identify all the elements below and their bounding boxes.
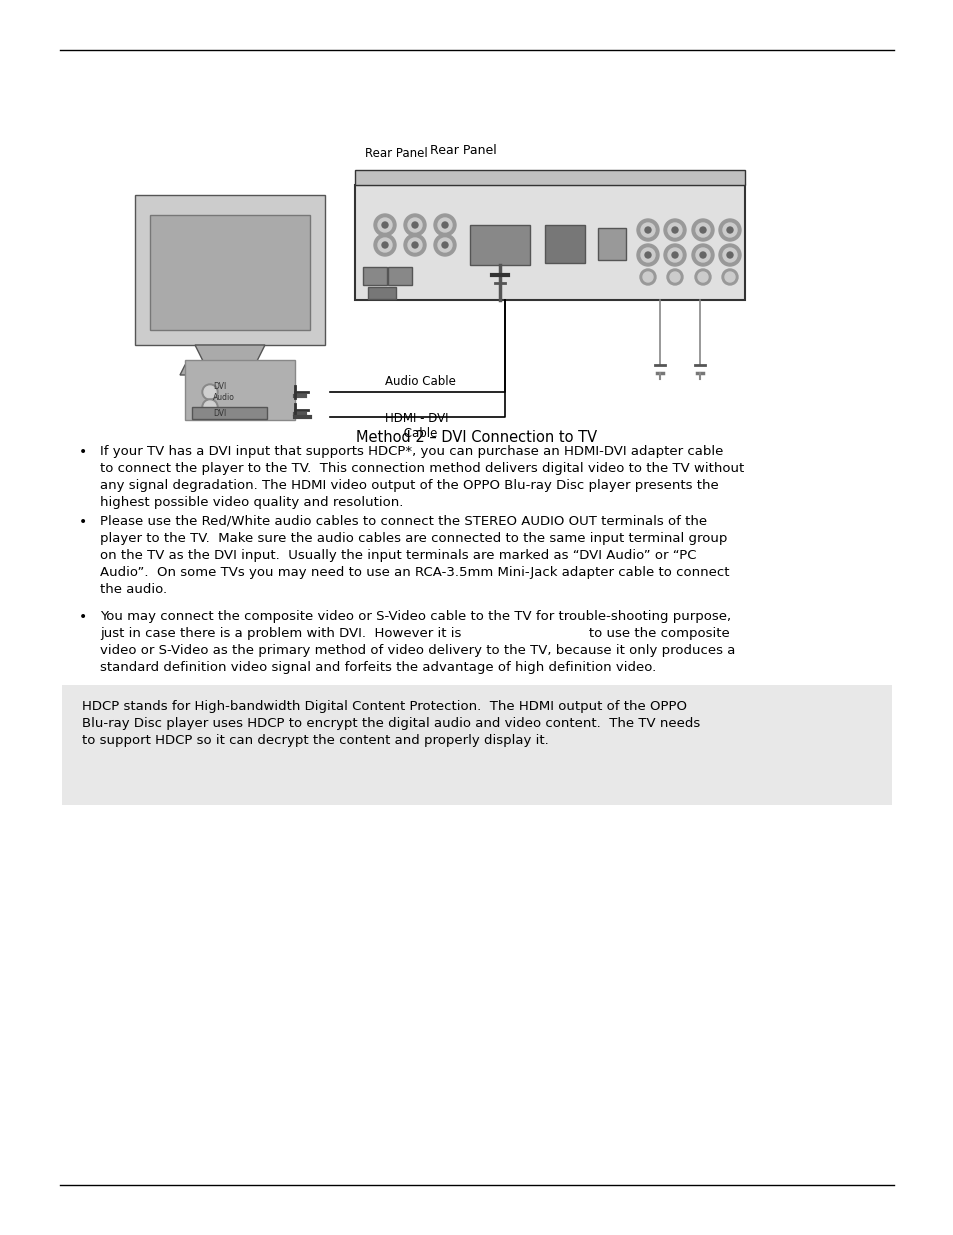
Polygon shape bbox=[194, 345, 265, 366]
Circle shape bbox=[691, 219, 713, 241]
Circle shape bbox=[671, 227, 678, 233]
Circle shape bbox=[669, 272, 679, 282]
Polygon shape bbox=[180, 366, 285, 375]
Circle shape bbox=[204, 401, 215, 412]
Circle shape bbox=[377, 238, 392, 252]
Circle shape bbox=[202, 384, 218, 400]
Circle shape bbox=[700, 252, 705, 258]
FancyBboxPatch shape bbox=[185, 359, 294, 420]
Circle shape bbox=[640, 248, 655, 262]
Circle shape bbox=[691, 245, 713, 266]
Circle shape bbox=[202, 399, 218, 415]
Circle shape bbox=[722, 224, 737, 237]
Circle shape bbox=[412, 222, 417, 228]
Circle shape bbox=[726, 252, 732, 258]
FancyBboxPatch shape bbox=[368, 287, 395, 299]
Text: Method 2 – DVI Connection to TV: Method 2 – DVI Connection to TV bbox=[356, 430, 597, 445]
Circle shape bbox=[374, 214, 395, 236]
Circle shape bbox=[663, 219, 685, 241]
Circle shape bbox=[724, 272, 734, 282]
Text: Please use the Red/White audio cables to connect the STEREO AUDIO OUT terminals : Please use the Red/White audio cables to… bbox=[100, 515, 729, 597]
FancyBboxPatch shape bbox=[363, 267, 387, 285]
FancyBboxPatch shape bbox=[62, 685, 891, 805]
Circle shape bbox=[441, 222, 448, 228]
Circle shape bbox=[667, 248, 681, 262]
Text: HDMI - DVI
     Cable: HDMI - DVI Cable bbox=[385, 412, 448, 440]
Circle shape bbox=[721, 269, 738, 285]
FancyBboxPatch shape bbox=[192, 408, 267, 419]
Circle shape bbox=[671, 252, 678, 258]
Circle shape bbox=[377, 219, 392, 232]
Circle shape bbox=[637, 219, 659, 241]
FancyBboxPatch shape bbox=[135, 195, 325, 345]
Text: DVI: DVI bbox=[213, 410, 226, 419]
Circle shape bbox=[437, 219, 452, 232]
Circle shape bbox=[403, 214, 426, 236]
FancyBboxPatch shape bbox=[355, 170, 744, 185]
FancyBboxPatch shape bbox=[388, 267, 412, 285]
Circle shape bbox=[722, 248, 737, 262]
FancyBboxPatch shape bbox=[598, 228, 625, 261]
Text: Rear Panel: Rear Panel bbox=[365, 147, 427, 161]
Circle shape bbox=[408, 238, 421, 252]
Circle shape bbox=[408, 219, 421, 232]
Text: HDCP stands for High-bandwidth Digital Content Protection.  The HDMI output of t: HDCP stands for High-bandwidth Digital C… bbox=[82, 700, 700, 747]
Text: You may connect the composite video or S-Video cable to the TV for trouble-shoot: You may connect the composite video or S… bbox=[100, 610, 735, 674]
Circle shape bbox=[696, 248, 709, 262]
Circle shape bbox=[381, 242, 388, 248]
Circle shape bbox=[374, 233, 395, 256]
Circle shape bbox=[434, 233, 456, 256]
Circle shape bbox=[700, 227, 705, 233]
FancyBboxPatch shape bbox=[150, 215, 310, 330]
Circle shape bbox=[437, 238, 452, 252]
Circle shape bbox=[644, 252, 650, 258]
Circle shape bbox=[695, 269, 710, 285]
Circle shape bbox=[403, 233, 426, 256]
Text: Rear Panel: Rear Panel bbox=[430, 144, 497, 157]
Circle shape bbox=[412, 242, 417, 248]
FancyBboxPatch shape bbox=[355, 185, 744, 300]
Text: If your TV has a DVI input that supports HDCP*, you can purchase an HDMI-DVI ada: If your TV has a DVI input that supports… bbox=[100, 445, 743, 509]
Circle shape bbox=[640, 224, 655, 237]
Circle shape bbox=[667, 224, 681, 237]
Circle shape bbox=[441, 242, 448, 248]
Circle shape bbox=[666, 269, 682, 285]
Circle shape bbox=[644, 227, 650, 233]
Text: •: • bbox=[79, 515, 87, 529]
Circle shape bbox=[698, 272, 707, 282]
Text: DVI
Audio: DVI Audio bbox=[213, 383, 234, 401]
Circle shape bbox=[637, 245, 659, 266]
Circle shape bbox=[719, 219, 740, 241]
Circle shape bbox=[204, 387, 215, 398]
Circle shape bbox=[726, 227, 732, 233]
Circle shape bbox=[381, 222, 388, 228]
FancyBboxPatch shape bbox=[470, 225, 530, 266]
Text: •: • bbox=[79, 610, 87, 624]
Circle shape bbox=[639, 269, 656, 285]
Circle shape bbox=[719, 245, 740, 266]
Circle shape bbox=[642, 272, 652, 282]
FancyBboxPatch shape bbox=[544, 225, 584, 263]
Circle shape bbox=[696, 224, 709, 237]
Circle shape bbox=[434, 214, 456, 236]
Text: Audio Cable: Audio Cable bbox=[385, 375, 456, 388]
Circle shape bbox=[663, 245, 685, 266]
Text: •: • bbox=[79, 445, 87, 459]
